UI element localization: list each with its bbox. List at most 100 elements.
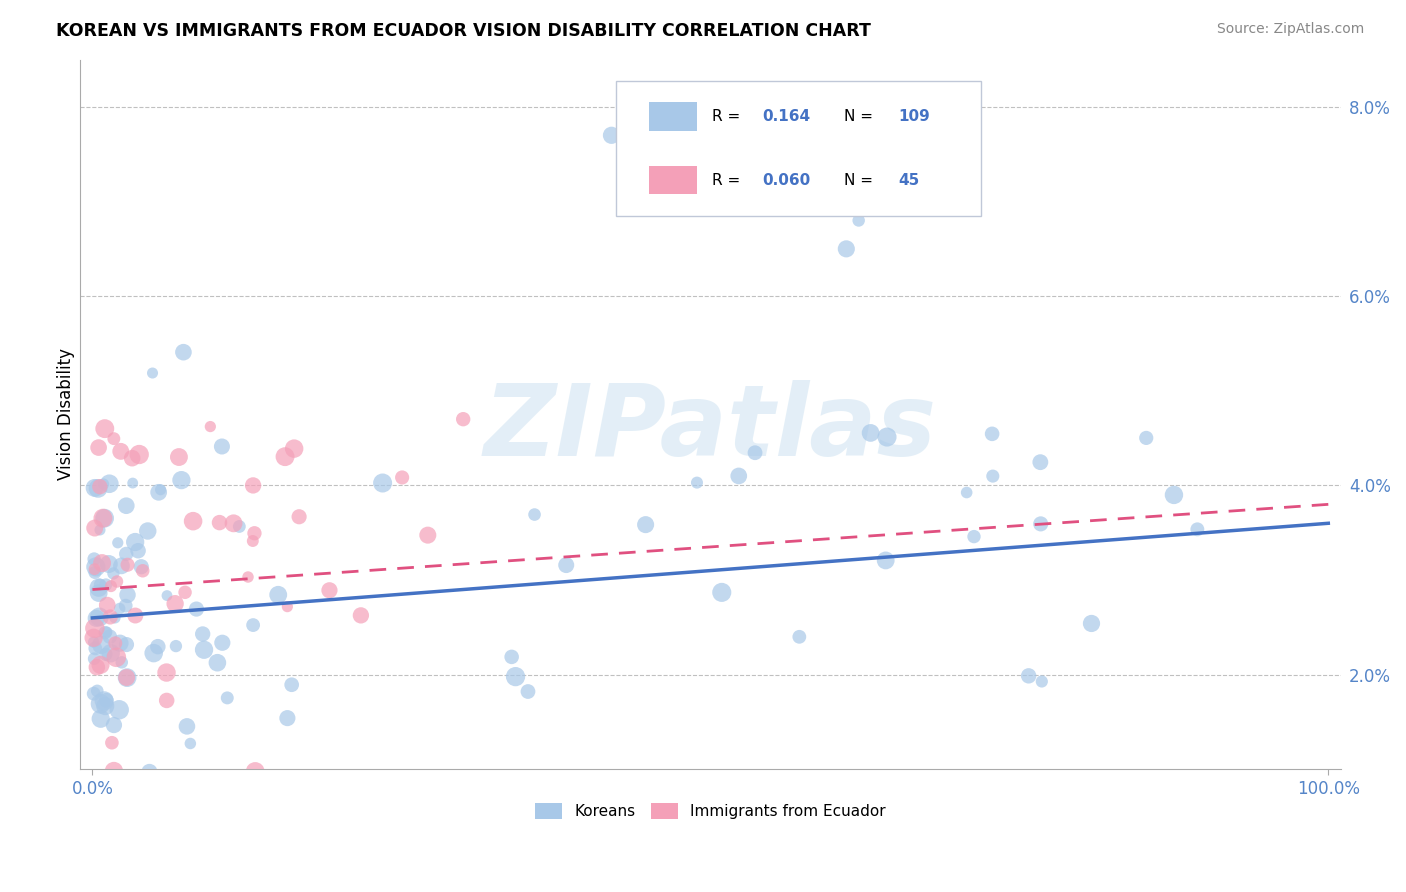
Point	[83, 687, 105, 701]
Legend: Koreans, Immigrants from Ecuador: Koreans, Immigrants from Ecuador	[529, 797, 893, 825]
Point	[170, 473, 193, 487]
Point	[83, 552, 105, 566]
Point	[105, 574, 128, 589]
Point	[96, 693, 118, 707]
Point	[94, 699, 117, 714]
Text: KOREAN VS IMMIGRANTS FROM ECUADOR VISION DISABILITY CORRELATION CHART: KOREAN VS IMMIGRANTS FROM ECUADOR VISION…	[56, 22, 872, 40]
Point	[89, 657, 111, 672]
Point	[835, 242, 858, 256]
Point	[94, 625, 117, 640]
Point	[744, 446, 766, 460]
Point	[179, 737, 201, 751]
Point	[108, 703, 131, 717]
Point	[222, 516, 245, 531]
FancyBboxPatch shape	[616, 81, 981, 216]
Text: R =: R =	[711, 109, 745, 124]
Point	[83, 562, 105, 576]
Point	[165, 639, 187, 653]
Point	[87, 586, 110, 600]
Point	[876, 430, 898, 444]
Point	[208, 516, 231, 530]
Point	[103, 432, 125, 446]
Point	[91, 511, 114, 525]
Point	[84, 566, 107, 580]
Point	[1163, 488, 1185, 502]
Point	[211, 440, 233, 454]
Point	[799, 176, 821, 190]
Point	[200, 419, 222, 434]
Point	[89, 781, 111, 796]
Point	[789, 630, 811, 644]
Point	[115, 638, 138, 652]
Text: N =: N =	[844, 109, 877, 124]
Point	[156, 693, 179, 707]
Point	[172, 345, 194, 359]
Point	[956, 485, 979, 500]
Point	[107, 536, 129, 550]
Point	[848, 213, 870, 227]
Point	[100, 579, 122, 593]
Point	[1187, 522, 1209, 536]
Point	[727, 469, 749, 483]
Point	[165, 597, 187, 611]
Point	[193, 642, 215, 657]
Text: 109: 109	[898, 109, 929, 124]
Point	[267, 588, 290, 602]
Y-axis label: Vision Disability: Vision Disability	[58, 349, 75, 481]
Point	[83, 651, 105, 665]
Point	[451, 412, 474, 426]
Point	[87, 441, 110, 455]
Point	[84, 641, 107, 656]
Point	[1029, 455, 1052, 469]
Point	[634, 517, 657, 532]
Point	[115, 671, 138, 685]
Point	[94, 648, 117, 662]
Point	[86, 660, 108, 674]
Point	[87, 781, 110, 796]
Point	[555, 558, 578, 572]
Point	[87, 482, 110, 496]
Point	[217, 690, 239, 705]
Point	[128, 448, 150, 462]
Point	[98, 610, 121, 624]
Point	[859, 425, 882, 440]
Point	[981, 469, 1004, 483]
Point	[93, 477, 115, 491]
Point	[103, 764, 125, 778]
Point	[1135, 431, 1157, 445]
Point	[186, 602, 208, 616]
Point	[110, 444, 132, 458]
Point	[93, 694, 115, 708]
Point	[89, 610, 111, 624]
Point	[1031, 674, 1053, 689]
Point	[83, 635, 105, 649]
Text: R =: R =	[711, 173, 745, 187]
Point	[141, 366, 163, 380]
Point	[98, 630, 121, 644]
Point	[963, 530, 986, 544]
Point	[288, 509, 311, 524]
Point	[117, 588, 139, 602]
Point	[174, 585, 197, 599]
Point	[350, 608, 373, 623]
Point	[100, 646, 122, 660]
FancyBboxPatch shape	[648, 166, 696, 194]
Point	[110, 558, 132, 573]
Point	[98, 476, 121, 491]
Point	[84, 611, 107, 625]
Point	[155, 665, 177, 680]
Point	[245, 764, 267, 779]
Point	[136, 524, 159, 538]
Point	[243, 526, 266, 541]
Point	[114, 599, 136, 613]
Point	[176, 719, 198, 733]
Point	[104, 611, 127, 625]
Point	[181, 514, 204, 528]
Point	[167, 450, 190, 464]
Point	[211, 636, 233, 650]
Point	[517, 684, 540, 698]
Point	[103, 718, 125, 732]
Point	[83, 631, 105, 645]
Point	[94, 578, 117, 592]
Point	[501, 649, 523, 664]
